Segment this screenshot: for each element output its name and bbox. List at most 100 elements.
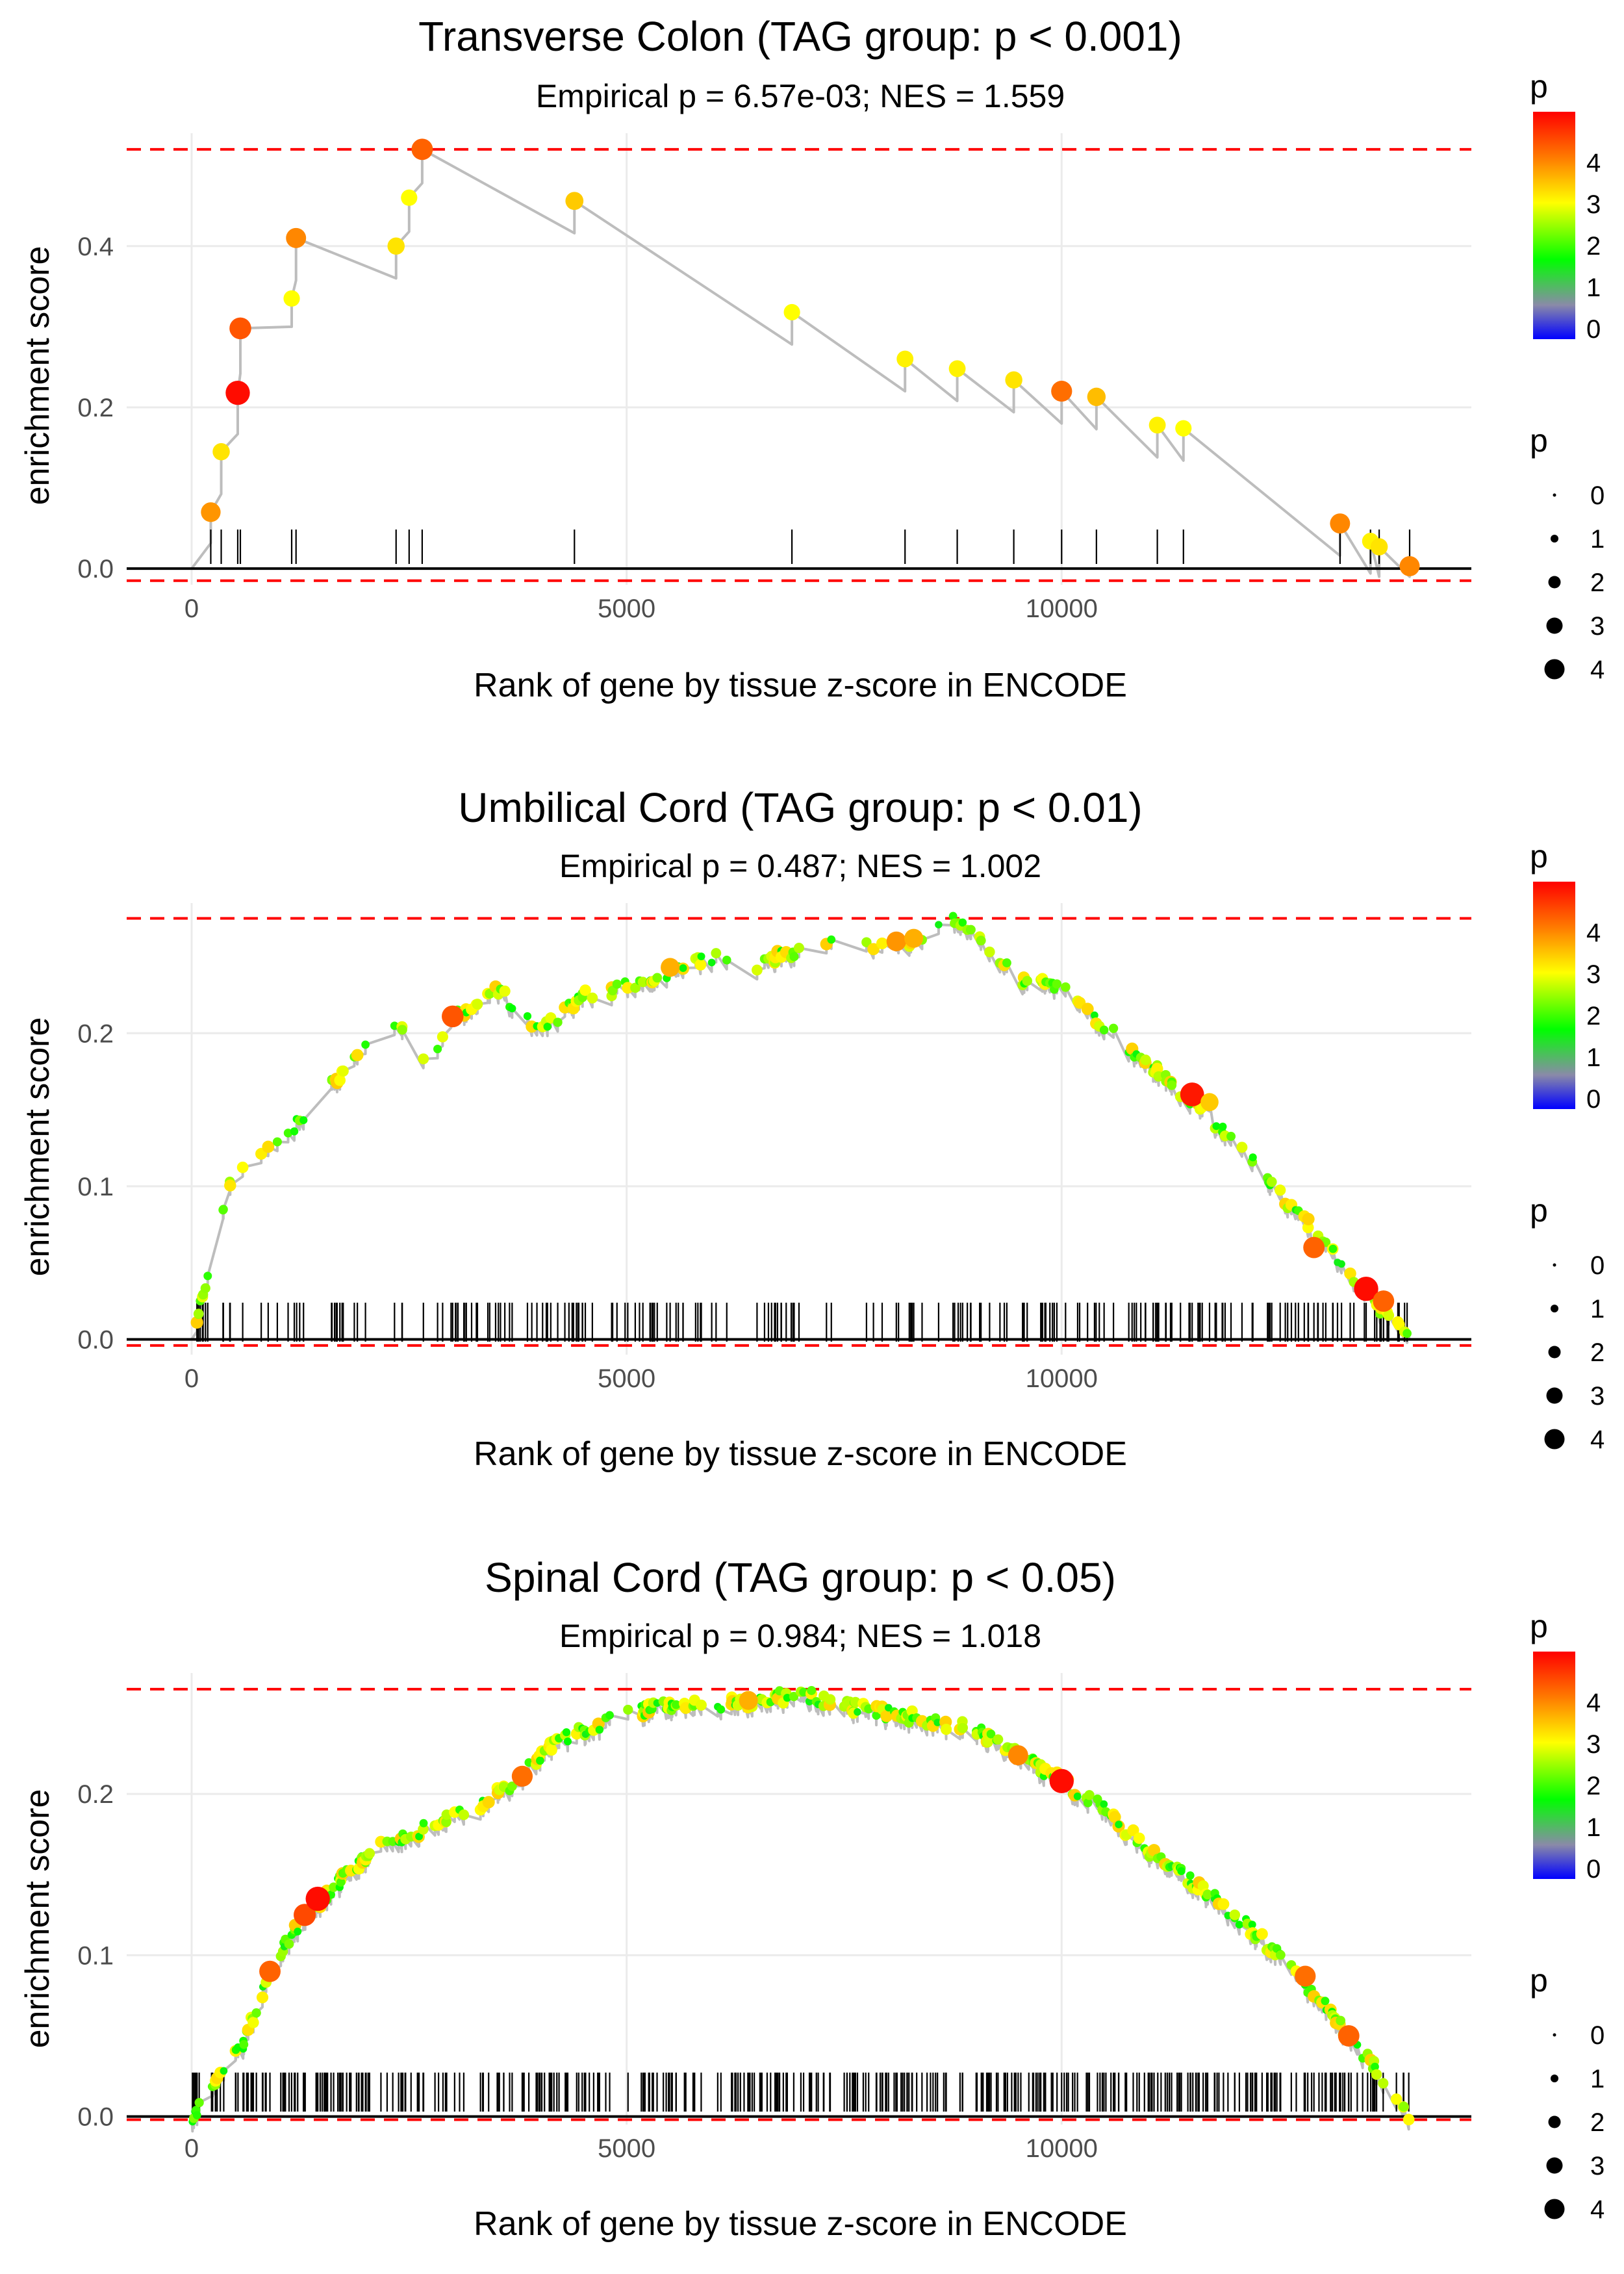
hit-point [854, 1708, 861, 1716]
hit-point [789, 1691, 799, 1702]
x-tick-label: 0 [184, 594, 199, 623]
hit-point [1186, 1871, 1195, 1880]
hit-point [224, 1179, 236, 1192]
running-es-line [190, 147, 1411, 578]
y-tick-label: 0.0 [77, 2103, 114, 2132]
hit-point [1212, 1122, 1221, 1131]
y-tick-label: 0.1 [77, 1173, 114, 1201]
hit-point [239, 2039, 249, 2049]
hit-point [1371, 2062, 1379, 2071]
hit-point [1302, 1212, 1315, 1225]
hit-point [305, 1886, 330, 1911]
hit-point [259, 1960, 281, 1982]
hit-point [1002, 958, 1011, 967]
hit-point [272, 1137, 282, 1147]
hit-point [1100, 1800, 1108, 1808]
hit-point [337, 1065, 349, 1077]
size-legend-label-4: 4 [1590, 2195, 1605, 2224]
hit-point [351, 1049, 364, 1062]
colorbar-tick-2: 2 [1586, 1002, 1601, 1030]
y-axis-label: enrichment score [19, 1789, 57, 2049]
hit-point [1175, 420, 1192, 437]
hit-point [200, 1283, 210, 1294]
hit-point [543, 1023, 552, 1031]
running-es-line [190, 1689, 1411, 2133]
hit-point [1073, 1792, 1082, 1800]
hit-point [1202, 1889, 1213, 1900]
hit-point [637, 977, 648, 988]
y-tick-label: 0.1 [77, 1941, 114, 1970]
hit-point [793, 943, 804, 953]
hit-point [1336, 2015, 1346, 2026]
y-axis-label: enrichment score [19, 1017, 57, 1277]
x-tick-label: 10000 [1026, 2134, 1098, 2163]
hit-point [411, 138, 433, 160]
hit-point [694, 958, 707, 971]
hit-point [1008, 1745, 1028, 1766]
size-legend-dot-3 [1546, 2157, 1563, 2174]
size-legend-label-3: 3 [1590, 2152, 1605, 2180]
hit-point [827, 935, 836, 944]
size-legend-label-1: 1 [1590, 1295, 1605, 1323]
panel-transverse-colon: Transverse Colon (TAG group: p < 0.001) … [19, 13, 1605, 704]
hit-point [563, 1737, 572, 1746]
size-legend-label-0: 0 [1590, 2021, 1605, 2050]
hit-point [419, 1819, 428, 1828]
x-tick-label: 10000 [1026, 1364, 1098, 1393]
chart-title: Umbilical Cord (TAG group: p < 0.01) [458, 784, 1142, 831]
hit-point [1022, 975, 1032, 986]
y-tick-label: 0.2 [77, 1019, 114, 1048]
hit-point [536, 1756, 544, 1765]
hit-point [201, 502, 221, 522]
hit-point [1303, 1236, 1325, 1258]
chart-subtitle: Empirical p = 6.57e-03; NES = 1.559 [536, 78, 1065, 114]
hit-point [387, 237, 405, 255]
colorbar [1533, 882, 1575, 1109]
y-tick-label: 0.0 [77, 1325, 114, 1354]
hit-point [418, 1053, 429, 1065]
hit-point [948, 360, 966, 377]
x-tick-label: 5000 [598, 2134, 655, 2163]
hit-point [672, 1700, 681, 1709]
y-tick-label: 0.0 [77, 555, 114, 583]
size-legend-title: p [1530, 1192, 1548, 1229]
x-tick-label: 0 [184, 1364, 199, 1393]
x-axis-label: Rank of gene by tissue z-score in ENCODE [474, 1435, 1127, 1473]
hit-point [1275, 1184, 1286, 1196]
hit-point [329, 1882, 338, 1893]
size-legend-label-3: 3 [1590, 1382, 1605, 1411]
colorbar-tick-0: 0 [1586, 1855, 1601, 1884]
hit-point [661, 958, 680, 977]
size-legend-dot-1 [1551, 1305, 1558, 1312]
hit-point [783, 303, 800, 321]
hit-point [904, 928, 924, 948]
x-tick-label: 0 [184, 2134, 199, 2163]
size-legend-dot-4 [1544, 1429, 1565, 1450]
hit-point [587, 992, 598, 1004]
hit-point [1399, 556, 1420, 576]
hit-point [872, 1711, 881, 1720]
hit-point [511, 1765, 533, 1787]
hit-point [1354, 1277, 1378, 1301]
panel-umbilical-cord: Umbilical Cord (TAG group: p < 0.01) Emp… [19, 784, 1605, 1473]
hit-point [1087, 387, 1106, 407]
size-legend-dot-1 [1551, 535, 1558, 543]
hit-point [1370, 538, 1388, 556]
hit-point [433, 1044, 442, 1054]
hit-point [1371, 2069, 1382, 2080]
hit-point [1328, 1244, 1338, 1253]
size-legend-dot-2 [1548, 1346, 1561, 1359]
chart-subtitle: Empirical p = 0.487; NES = 1.002 [559, 848, 1041, 884]
hit-point [896, 350, 914, 368]
hit-point [1005, 371, 1022, 389]
hit-point [986, 1730, 996, 1739]
hit-point [336, 1878, 346, 1887]
hit-point [218, 1205, 228, 1214]
hit-point [1402, 1329, 1412, 1338]
plot-area: 0 5000 10000 0.0 0.1 0.2 [77, 903, 1471, 1393]
hit-point [1378, 2078, 1389, 2089]
hit-point [220, 2067, 228, 2075]
hit-point [752, 964, 763, 976]
hit-point [212, 442, 230, 461]
